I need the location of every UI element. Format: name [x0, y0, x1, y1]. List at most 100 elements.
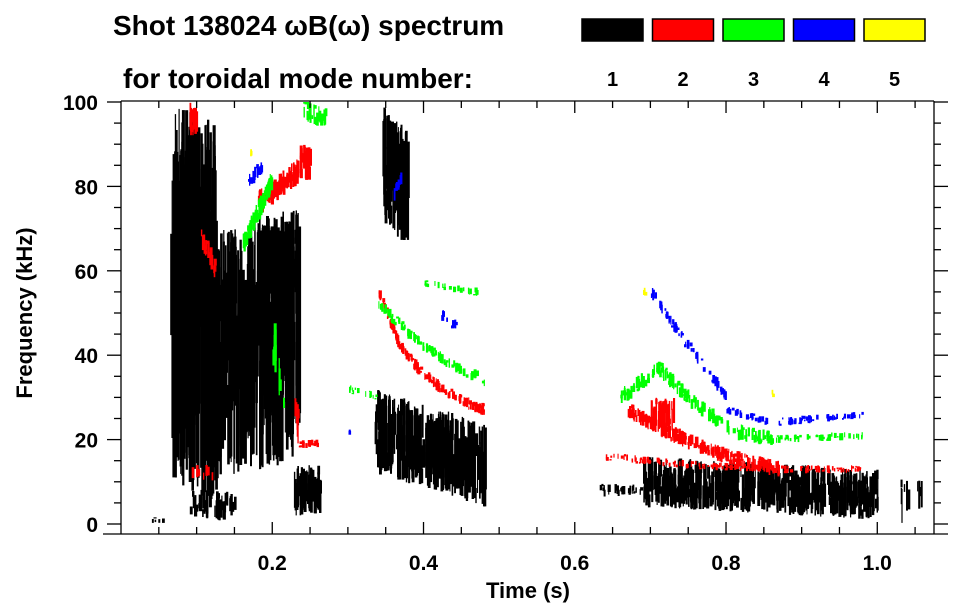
spectral-mark-mode-2 — [297, 160, 300, 176]
spectral-mark-mode-1 — [671, 483, 674, 496]
spectral-mark-mode-1 — [286, 235, 289, 278]
spectral-mark-mode-4 — [254, 166, 257, 178]
spectral-mark-mode-2 — [810, 465, 813, 470]
spectral-mark-mode-2 — [386, 316, 389, 319]
spectral-mark-mode-1 — [849, 470, 852, 503]
spectral-mark-mode-1 — [734, 482, 736, 506]
spectral-mark-mode-1 — [396, 413, 400, 446]
spectral-mark-mode-1 — [714, 466, 718, 492]
spectral-mark-mode-3 — [430, 347, 434, 353]
spectral-mark-mode-1 — [291, 240, 294, 396]
spectral-mark-mode-1 — [380, 408, 382, 467]
spectral-mark-mode-1 — [198, 494, 201, 512]
spectral-mark-mode-1 — [290, 277, 293, 406]
spectral-mark-mode-2 — [662, 429, 665, 437]
y-axis-label: Frequency (kHz) — [12, 227, 37, 398]
spectral-mark-mode-1 — [750, 464, 753, 496]
spectral-mark-mode-1 — [189, 506, 193, 515]
spectral-mark-mode-2 — [666, 461, 668, 465]
spectral-mark-mode-1 — [388, 120, 392, 174]
spectral-mark-mode-1 — [211, 490, 214, 496]
spectral-mark-mode-4 — [790, 417, 793, 423]
spectral-mark-mode-4 — [443, 311, 445, 317]
spectral-mark-mode-2 — [732, 453, 736, 462]
spectral-mark-mode-1 — [233, 236, 237, 406]
spectral-mark-mode-2 — [845, 468, 847, 473]
spectral-mark-mode-2 — [635, 415, 638, 422]
spectral-mark-mode-1 — [780, 488, 784, 506]
spectral-mark-mode-3 — [369, 390, 371, 393]
spectral-mark-mode-2 — [642, 456, 646, 463]
spectral-mark-mode-3 — [674, 383, 677, 388]
spectral-mark-mode-3 — [433, 347, 436, 351]
spectral-mark-mode-1 — [907, 489, 911, 510]
spectral-mark-mode-2 — [215, 262, 217, 272]
spectral-mark-mode-2 — [714, 444, 716, 456]
spectral-mark-mode-2 — [395, 333, 399, 341]
spectral-mark-mode-3 — [758, 432, 761, 445]
spectral-mark-mode-1 — [622, 486, 626, 495]
spectral-mark-mode-4 — [748, 416, 750, 419]
spectral-mark-mode-3 — [856, 433, 858, 438]
spectral-mark-mode-1 — [411, 467, 415, 483]
spectral-mark-mode-1 — [447, 411, 450, 472]
spectral-mark-mode-1 — [205, 149, 208, 363]
spectral-mark-mode-3 — [459, 287, 463, 293]
spectral-mark-mode-2 — [745, 454, 747, 458]
spectral-mark-mode-1 — [219, 394, 221, 462]
spectral-mark-mode-3 — [784, 437, 787, 441]
spectral-mark-mode-1 — [227, 385, 230, 465]
spectral-mark-mode-2 — [273, 179, 276, 199]
spectral-mark-mode-3 — [659, 362, 663, 367]
spectral-mark-mode-1 — [314, 503, 317, 514]
spectral-mark-mode-3 — [660, 367, 664, 373]
spectral-mark-mode-3 — [636, 388, 640, 392]
spectral-mark-mode-3 — [841, 433, 844, 440]
spectral-mark-mode-3 — [378, 301, 380, 309]
spectral-mark-mode-2 — [758, 456, 762, 461]
spectral-mark-mode-1 — [208, 490, 212, 508]
spectral-mark-mode-1 — [317, 465, 321, 475]
spectral-mark-mode-1 — [303, 483, 307, 501]
spectral-mark-mode-3 — [638, 378, 641, 391]
spectral-mark-mode-4 — [745, 414, 749, 420]
spectral-mark-mode-3 — [427, 283, 430, 288]
spectral-mark-mode-4 — [712, 375, 715, 384]
spectral-mark-mode-3 — [709, 407, 711, 416]
spectral-mark-mode-1 — [822, 482, 825, 505]
spectral-mark-mode-4 — [826, 414, 830, 419]
spectral-mark-mode-3 — [717, 415, 721, 421]
spectral-mark-mode-1 — [685, 464, 689, 477]
spectral-mark-mode-1 — [745, 488, 749, 511]
spectral-mark-mode-1 — [199, 186, 203, 327]
spectral-mark-mode-3 — [319, 118, 322, 123]
spectral-mark-mode-2 — [197, 469, 201, 476]
spectral-mark-mode-4 — [724, 391, 727, 400]
spectral-mark-mode-1 — [451, 413, 453, 446]
spectral-mark-mode-2 — [307, 149, 311, 177]
spectral-mark-mode-1 — [445, 465, 449, 491]
spectral-mark-mode-1 — [466, 442, 469, 499]
spectral-mark-mode-1 — [204, 400, 208, 461]
spectral-mark-mode-1 — [212, 239, 215, 341]
spectral-mark-mode-3 — [777, 436, 781, 443]
spectral-mark-mode-2 — [768, 467, 771, 475]
spectral-mark-mode-1 — [283, 329, 285, 376]
spectral-mark-mode-1 — [643, 461, 646, 484]
spectral-mark-mode-2 — [749, 467, 751, 471]
spectral-mark-mode-2 — [481, 402, 485, 413]
spectrogram-marks — [151, 102, 923, 523]
spectral-mark-mode-2 — [395, 330, 397, 340]
spectral-mark-mode-1 — [158, 519, 161, 523]
spectral-mark-mode-4 — [446, 317, 448, 322]
spectral-mark-mode-3 — [476, 370, 479, 377]
spectral-mark-mode-3 — [807, 435, 811, 439]
spectral-mark-mode-1 — [420, 468, 424, 484]
spectral-mark-mode-2 — [698, 462, 700, 467]
spectral-mark-mode-1 — [677, 474, 680, 485]
spectral-mark-mode-2 — [305, 168, 308, 177]
spectral-mark-mode-3 — [720, 418, 724, 424]
spectral-mark-mode-1 — [709, 483, 713, 507]
spectral-mark-mode-2 — [207, 242, 210, 258]
spectral-mark-mode-2 — [734, 453, 737, 457]
